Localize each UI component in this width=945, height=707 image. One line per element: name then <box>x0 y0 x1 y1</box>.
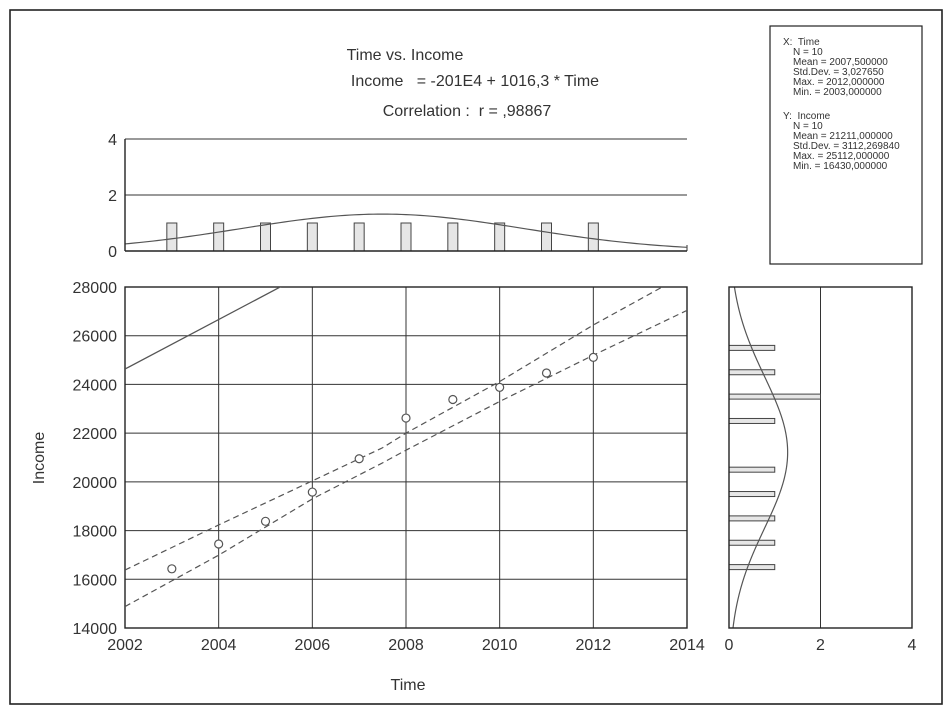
main-plot-clip-group <box>125 287 687 608</box>
stats-x-line: Mean = 2007,500000 <box>793 57 888 68</box>
right-hist-frame <box>728 286 913 629</box>
data-point <box>448 394 458 405</box>
data-point <box>167 564 177 574</box>
stats-y-line: Std.Dev. = 3112,269840 <box>793 141 900 152</box>
y-tick-label: 24000 <box>73 377 118 394</box>
y-tick-label: 22000 <box>73 426 118 443</box>
right-hist-bar <box>728 417 776 424</box>
data-point <box>401 413 411 423</box>
data-point <box>214 539 224 549</box>
x-tick-label: 2012 <box>576 637 612 654</box>
top-hist-bar <box>587 222 599 252</box>
stats-x-line: Min. = 2003,000000 <box>793 87 882 98</box>
right-hist-bar <box>728 491 776 498</box>
right-hist-bar <box>728 564 776 571</box>
stats-y-line: N = 10 <box>793 121 823 132</box>
data-point <box>307 487 317 497</box>
data-point <box>495 382 505 392</box>
y-tick-label: 20000 <box>73 475 118 492</box>
top-hist-bar <box>260 222 271 252</box>
top-hist-bar <box>494 222 506 252</box>
top-hist-bar <box>213 222 225 252</box>
right-hist-bar <box>728 369 776 376</box>
top-hist-bar <box>353 222 365 252</box>
y-tick-label: 16000 <box>73 572 118 589</box>
x-tick-label: 2006 <box>295 637 331 654</box>
data-point <box>541 368 552 378</box>
right-hist-bar <box>728 539 776 546</box>
stats-y-header: Y: Income <box>783 111 831 122</box>
top-histogram: 0 2 4 <box>108 132 688 261</box>
x-tick-label: 2010 <box>482 637 518 654</box>
stats-box-frame <box>769 25 923 265</box>
right-hist-bar <box>728 466 776 473</box>
data-point <box>354 454 364 464</box>
confidence-band-lower <box>125 309 687 608</box>
top-hist-bar <box>400 222 412 252</box>
top-hist-bar <box>541 222 552 252</box>
top-hist-normal-curve <box>124 213 688 248</box>
top-hist-tick-label: 4 <box>108 132 117 149</box>
stats-x-line: Std.Dev. = 3,027650 <box>793 67 884 78</box>
stats-x-line: N = 10 <box>793 47 823 58</box>
confidence-band-upper <box>125 287 664 571</box>
x-tick-label: 2002 <box>107 637 143 654</box>
top-hist-bar <box>166 222 178 252</box>
y-tick-label: 28000 <box>73 280 118 297</box>
scatter-plot: 2002 2004 2006 2008 2010 2012 2014 14000 16000 18… <box>73 280 705 654</box>
stats-x-line: Max. = 2012,000000 <box>793 77 885 88</box>
stats-box: X: Time N = 10 Mean = 2007,500000 Std.De… <box>769 25 923 265</box>
data-point <box>588 352 598 362</box>
top-hist-bar <box>306 222 318 252</box>
x-tick-label: 2014 <box>669 637 705 654</box>
right-hist-tick-label: 4 <box>908 637 917 654</box>
main-plot-frame <box>124 286 688 629</box>
y-tick-label: 14000 <box>73 621 118 638</box>
stats-x-header: X: Time <box>783 37 820 48</box>
x-tick-label: 2004 <box>201 637 237 654</box>
y-tick-label: 26000 <box>73 329 118 346</box>
x-axis-title: Time <box>391 677 426 694</box>
correlation-text: Correlation : r = ,98867 <box>383 103 552 120</box>
stats-y-line: Mean = 21211,000000 <box>793 131 893 142</box>
regression-line <box>125 287 282 370</box>
stats-y-line: Max. = 25112,000000 <box>793 151 890 162</box>
regression-equation: Income = -201E4 + 1016,3 * Time <box>351 73 599 90</box>
right-hist-tick-label: 2 <box>816 637 825 654</box>
right-hist-normal-curve <box>732 286 789 629</box>
data-point <box>260 516 271 526</box>
y-tick-label: 18000 <box>73 524 118 541</box>
y-axis-title: Income <box>31 432 48 485</box>
top-hist-tick-label: 0 <box>108 244 117 261</box>
outer-frame <box>9 9 943 705</box>
x-tick-label: 2008 <box>388 637 424 654</box>
right-hist-tick-label: 0 <box>725 637 734 654</box>
top-hist-tick-label: 2 <box>108 188 117 205</box>
right-histogram: 0 2 4 <box>725 286 917 654</box>
top-hist-bar <box>447 222 459 252</box>
stats-y-line: Min. = 16430,000000 <box>793 161 888 172</box>
chart-title: Time vs. Income <box>347 47 464 64</box>
